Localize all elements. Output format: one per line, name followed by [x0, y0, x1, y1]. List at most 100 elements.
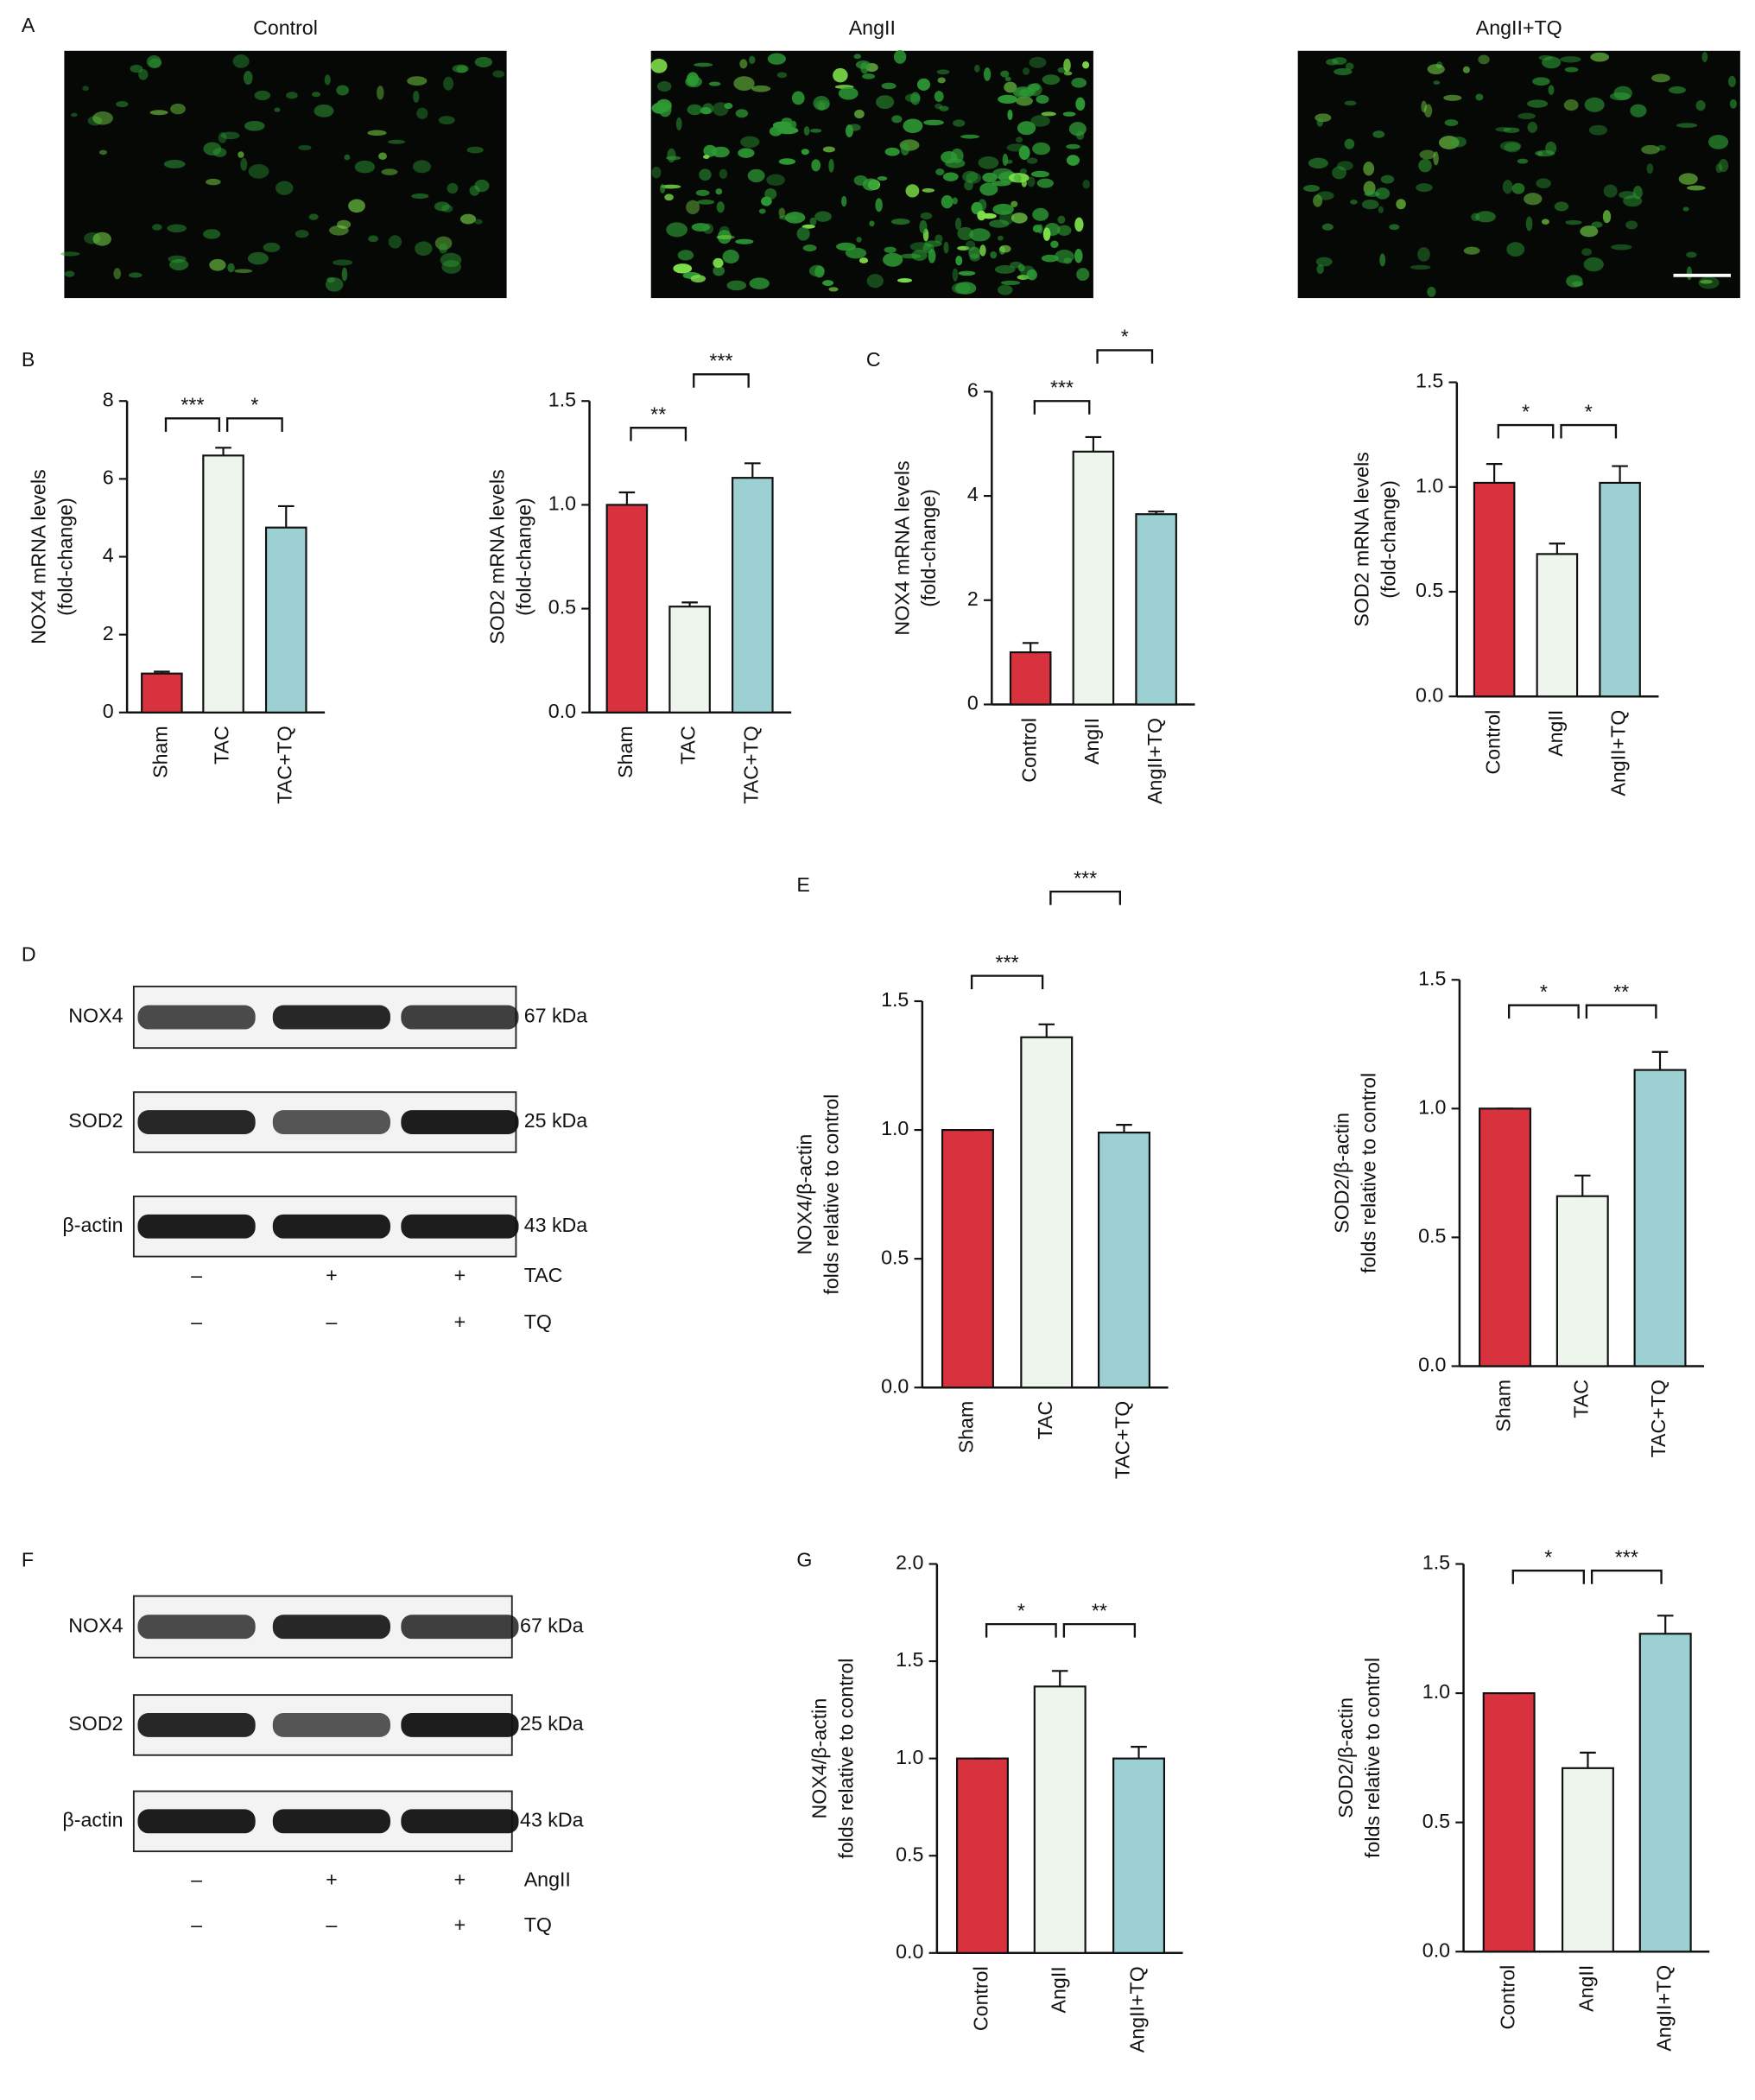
panel-label: B: [22, 348, 35, 371]
y-axis-label: SOD2/β-actin: [1330, 1113, 1353, 1234]
cell: [1017, 121, 1036, 136]
significance-label: ***: [996, 951, 1019, 974]
cell: [152, 224, 162, 231]
cell: [764, 187, 777, 200]
cell: [1554, 201, 1569, 212]
cell: [726, 280, 747, 291]
cell: [936, 69, 950, 75]
blot-band: [401, 1214, 519, 1239]
cell: [854, 109, 865, 119]
y-tick-label: 0.5: [1416, 579, 1443, 601]
significance-bracket: [1062, 1622, 1137, 1638]
cell: [381, 168, 398, 175]
cell: [673, 263, 693, 274]
cell: [248, 164, 269, 179]
cell: [716, 235, 735, 240]
blot-band: [401, 1809, 519, 1834]
cell: [116, 101, 129, 108]
cell: [919, 219, 928, 234]
cell: [724, 102, 733, 110]
y-tick-label: 0.0: [896, 1940, 923, 1963]
error-bar: [1486, 463, 1503, 483]
cell: [875, 198, 883, 213]
cell: [1380, 174, 1395, 184]
cell: [1619, 191, 1637, 200]
cell: [998, 284, 1013, 295]
cell: [341, 267, 348, 282]
cell: [1313, 194, 1323, 207]
cell: [893, 49, 907, 64]
cell: [1334, 68, 1353, 76]
cell: [348, 199, 365, 213]
cell: [858, 257, 869, 263]
image-title: Control: [253, 16, 318, 39]
cell: [295, 230, 309, 238]
significance-label: *: [1540, 980, 1548, 1003]
cell: [960, 134, 980, 139]
cell: [254, 90, 271, 101]
cell: [687, 104, 703, 116]
y-tick-label: 1.5: [896, 1648, 923, 1671]
bar: [264, 526, 307, 714]
cell: [722, 250, 739, 264]
blot-band: [137, 1214, 256, 1239]
cell: [1004, 76, 1011, 82]
significance-bracket: [630, 427, 687, 441]
cell: [1037, 224, 1043, 234]
cell: [905, 184, 920, 198]
panel-label: E: [796, 873, 809, 896]
cell: [964, 181, 973, 191]
cell: [1563, 99, 1579, 111]
y-tick-label: 6: [103, 466, 114, 488]
cell: [1315, 257, 1333, 267]
y-axis-label: folds relative to control: [1361, 1658, 1384, 1858]
bar: [605, 504, 649, 714]
cell: [234, 269, 253, 274]
cell: [1423, 104, 1433, 117]
cell: [954, 282, 977, 295]
cell: [999, 244, 1011, 253]
cell: [942, 172, 959, 181]
cell: [1000, 70, 1010, 78]
cell: [1015, 136, 1023, 143]
error-bar: [681, 601, 698, 607]
blot-band: [272, 1615, 390, 1640]
cell: [1054, 250, 1074, 263]
cell: [1308, 157, 1328, 169]
cell: [845, 247, 867, 259]
micrograph: [64, 50, 507, 299]
cell: [1506, 242, 1525, 257]
cell: [1695, 100, 1706, 111]
condition-sign: +: [454, 1868, 466, 1890]
bar: [1112, 1757, 1166, 1954]
cell: [801, 149, 810, 155]
cell: [660, 183, 666, 194]
cell: [686, 200, 700, 215]
condition-label: TQ: [524, 1310, 552, 1333]
y-tick-label: 1.5: [1416, 370, 1443, 392]
cell: [923, 119, 944, 126]
x-tick-label: AngII+TQ: [1607, 710, 1630, 796]
cell: [1041, 254, 1059, 263]
cell: [1527, 99, 1549, 108]
cell: [1443, 94, 1462, 101]
cell: [1517, 158, 1529, 164]
cell: [909, 242, 932, 251]
cell: [862, 178, 879, 191]
cell: [994, 264, 1016, 274]
cell: [1548, 85, 1555, 95]
cell: [990, 251, 998, 259]
y-tick-label: 4: [967, 483, 979, 505]
cell: [1396, 199, 1406, 210]
cell: [1419, 149, 1435, 160]
bar: [1473, 481, 1516, 698]
cell: [1450, 136, 1467, 148]
cell: [71, 112, 78, 117]
condition-sign: –: [191, 1310, 202, 1333]
cell: [60, 251, 80, 257]
cell: [957, 245, 970, 251]
cell: [275, 181, 294, 195]
cell: [862, 73, 876, 79]
x-tick-label: TAC: [677, 726, 700, 765]
cell: [866, 274, 884, 289]
